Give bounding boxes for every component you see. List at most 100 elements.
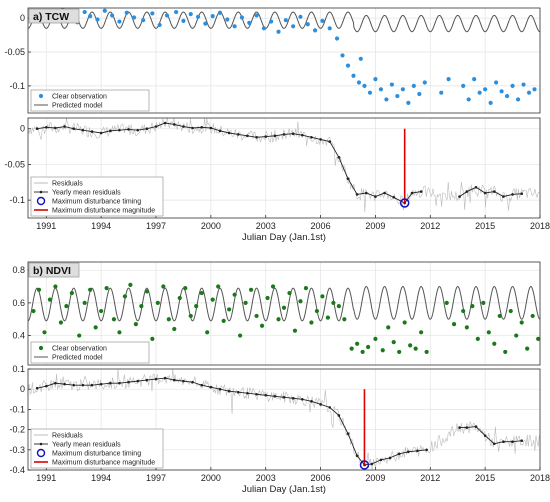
observation-point xyxy=(128,282,133,287)
y-tick-label: 0 xyxy=(20,384,25,394)
observation-point xyxy=(408,343,413,348)
observation-point xyxy=(150,11,155,16)
observation-point xyxy=(210,297,215,302)
legend-label: Maximum disturbance magnitude xyxy=(52,460,155,467)
observation-point xyxy=(349,346,354,351)
observation-point xyxy=(530,313,535,319)
observation-point xyxy=(397,349,402,355)
observation-point xyxy=(205,330,210,335)
x-tick-label: 2006 xyxy=(311,221,331,231)
observation-point xyxy=(309,320,314,325)
observation-point xyxy=(514,333,519,338)
observation-point xyxy=(378,87,384,92)
y-tick-label: 0.6 xyxy=(12,298,25,308)
observation-point xyxy=(521,82,526,87)
yearly-mean-point xyxy=(35,127,39,131)
observation-point xyxy=(483,87,488,92)
yearly-mean-point xyxy=(54,126,57,130)
yearly-mean-point xyxy=(337,414,341,417)
observation-point xyxy=(384,97,389,102)
yearly-mean-point xyxy=(136,379,140,383)
observation-point xyxy=(248,287,254,292)
yearly-mean-point xyxy=(474,185,478,189)
yearly-mean-point xyxy=(182,125,185,128)
yearly-mean-point xyxy=(90,130,94,133)
panel-label-box xyxy=(28,262,80,278)
observation-point xyxy=(181,18,186,23)
observation-point xyxy=(210,14,215,19)
yearly-mean-line xyxy=(37,377,522,466)
observation-point xyxy=(477,90,482,95)
yearly-mean-point xyxy=(118,128,121,132)
legend-swatch-timing xyxy=(36,196,46,206)
observation-point xyxy=(362,83,367,89)
observation-point xyxy=(261,26,266,31)
yearly-mean-point xyxy=(407,450,410,454)
yearly-mean-point xyxy=(502,440,505,444)
yearly-mean-point xyxy=(425,448,428,452)
x-tick-label: 2018 xyxy=(530,221,550,231)
observation-point xyxy=(174,9,179,15)
observation-point xyxy=(265,295,270,301)
observation-point xyxy=(292,328,298,333)
yearly-mean-point xyxy=(191,380,194,384)
y-tick-label: 0 xyxy=(20,13,25,23)
observation-point xyxy=(444,300,449,305)
observation-point xyxy=(194,304,199,309)
yearly-mean-point xyxy=(218,387,222,391)
observation-point xyxy=(133,322,138,327)
x-tick-label: 2018 xyxy=(530,473,550,483)
y-tick-label: 0.4 xyxy=(12,331,25,341)
observation-point xyxy=(526,90,532,95)
observation-point xyxy=(400,87,405,92)
observation-point xyxy=(276,29,281,34)
y-tick-label: -0.2 xyxy=(9,425,25,435)
y-tick-label: -0.1 xyxy=(9,404,25,414)
yearly-mean-point xyxy=(145,127,149,131)
yearly-mean-point xyxy=(319,138,322,141)
observation-point xyxy=(203,21,208,26)
yearly-mean-point xyxy=(63,125,66,128)
observation-point xyxy=(53,284,58,289)
observation-point xyxy=(298,14,303,19)
observation-point xyxy=(406,100,411,105)
x-tick-label: 2003 xyxy=(256,221,276,231)
y-tick-label: -0.05 xyxy=(4,159,25,169)
yearly-mean-point xyxy=(163,376,167,380)
panel-label-text: b) NDVI xyxy=(33,265,71,277)
yearly-mean-point xyxy=(520,439,524,443)
yearly-mean-point xyxy=(264,135,268,138)
legend-swatch-mean-dot xyxy=(39,190,43,194)
legend-label: Residuals xyxy=(52,181,83,188)
observation-point xyxy=(227,307,232,312)
yearly-mean-point xyxy=(364,191,368,195)
observation-point xyxy=(144,289,149,294)
observation-point xyxy=(88,287,93,292)
yearly-mean-point xyxy=(145,378,149,382)
observation-point xyxy=(386,325,391,330)
yearly-mean-point xyxy=(172,378,176,382)
yearly-mean-point xyxy=(291,132,295,136)
yearly-mean-point xyxy=(458,195,461,198)
yearly-mean-point xyxy=(35,386,39,390)
yearly-mean-point xyxy=(255,135,258,139)
yearly-mean-point xyxy=(474,425,478,428)
observation-point xyxy=(325,315,330,320)
yearly-mean-point xyxy=(465,426,469,429)
observation-point xyxy=(327,26,332,31)
y-tick-label: -0.1 xyxy=(9,81,25,91)
yearly-mean-point xyxy=(511,440,514,444)
yearly-mean-point xyxy=(346,432,350,435)
observation-point xyxy=(356,80,362,85)
observation-point xyxy=(166,317,171,322)
observation-point xyxy=(104,286,109,291)
observation-point xyxy=(161,284,166,289)
observation-point xyxy=(42,330,47,335)
y-tick-label: -0.3 xyxy=(9,445,25,455)
yearly-mean-point xyxy=(99,131,103,135)
yearly-mean-point xyxy=(246,391,249,395)
legend-box xyxy=(30,341,150,364)
panel-label-box xyxy=(28,8,80,24)
observation-point xyxy=(117,19,122,24)
